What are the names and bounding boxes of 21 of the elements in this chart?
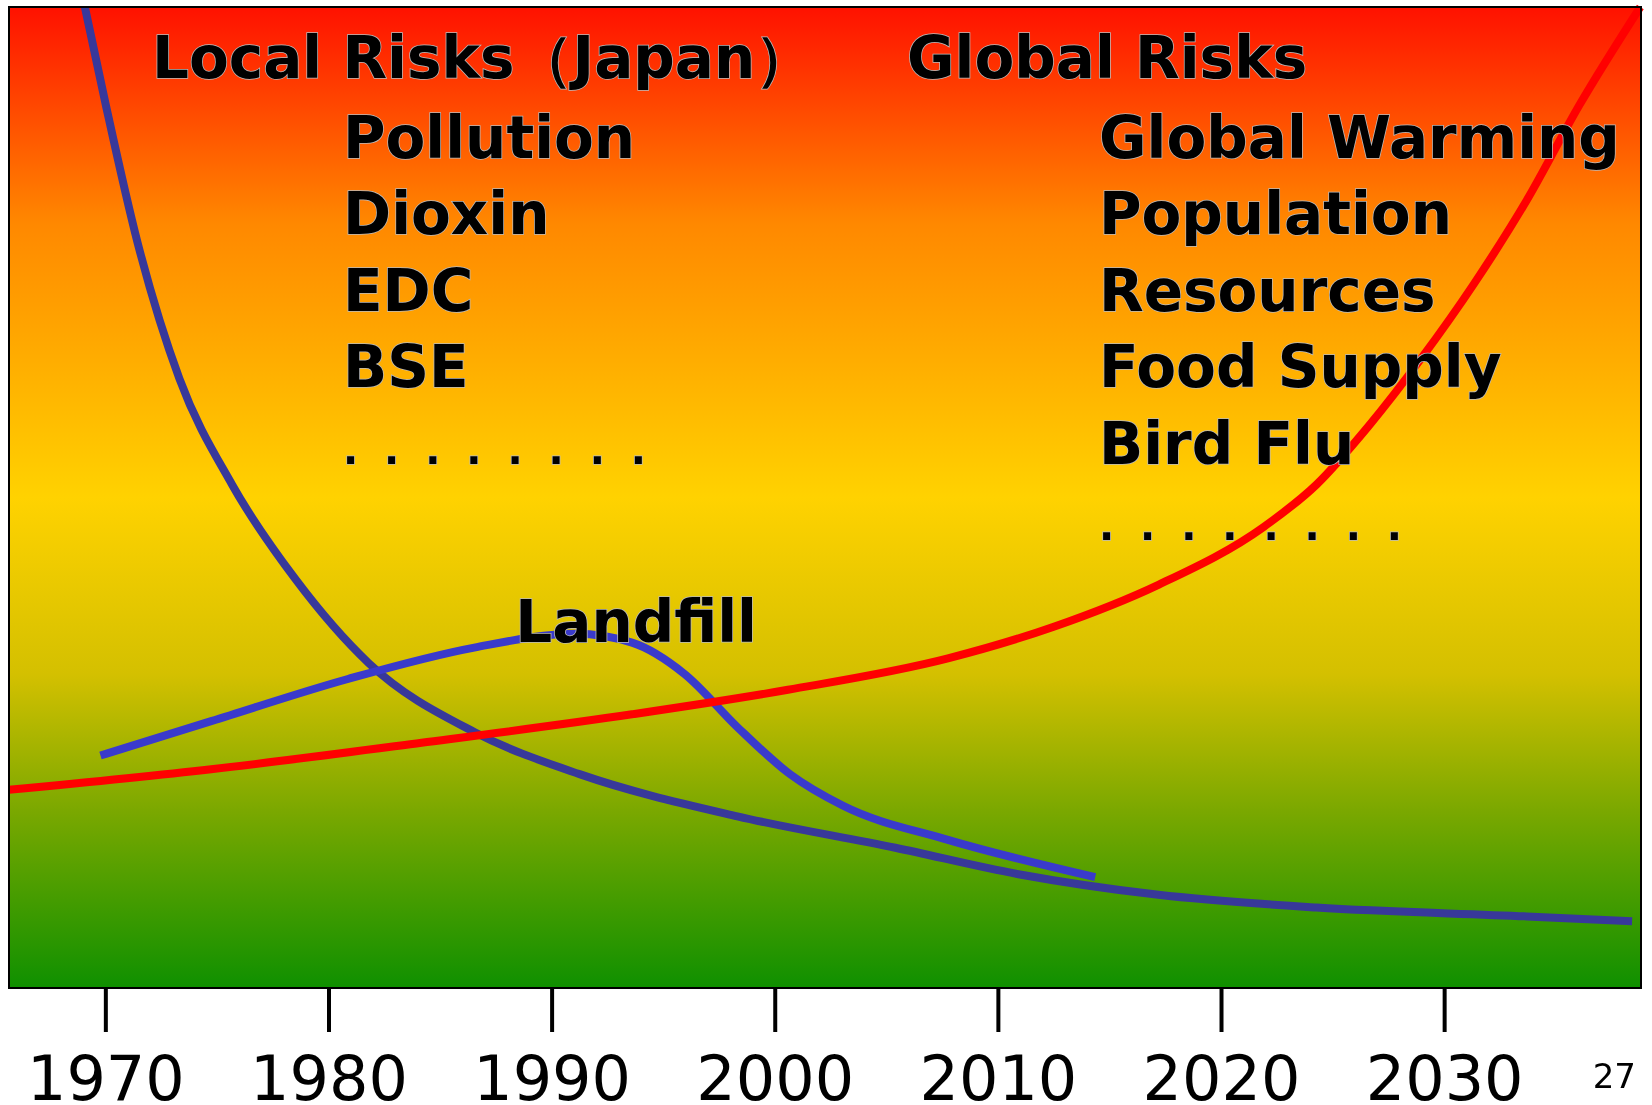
x-tick-label: 2020 (1142, 1042, 1301, 1105)
x-tick-label: 2030 (1365, 1042, 1524, 1105)
annotation: Resources (1099, 257, 1436, 325)
annotation: . . . . . . . . (343, 427, 653, 473)
x-tick-label: 1990 (473, 1042, 632, 1105)
x-tick-label: 1980 (250, 1042, 408, 1105)
annotation: Pollution (343, 104, 636, 172)
text: 27 (1592, 1056, 1636, 1096)
x-tick-label: 2010 (919, 1042, 1078, 1105)
annotation: Local Risks（Japan） (152, 24, 814, 92)
annotation: EDC (343, 257, 474, 325)
annotation: . . . . . . . . (1099, 503, 1409, 549)
x-tick-label: 1970 (26, 1042, 185, 1105)
annotation: Dioxin (343, 180, 550, 248)
annotation: Bird Flu (1099, 410, 1355, 478)
series-label: Landfill (515, 587, 757, 656)
annotation: Global Risks (907, 24, 1308, 92)
annotation: Global Warming (1099, 104, 1620, 172)
x-tick-label: 2000 (696, 1042, 855, 1105)
annotation: Population (1099, 180, 1452, 248)
annotation: BSE (343, 333, 469, 401)
